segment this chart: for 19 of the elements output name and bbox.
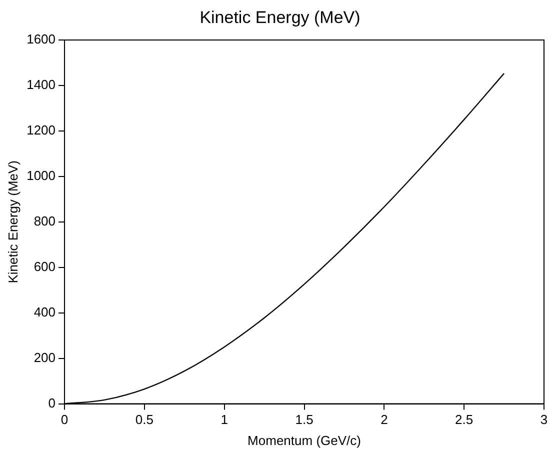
x-tick-label: 2 bbox=[380, 412, 388, 428]
x-tick-label: 3 bbox=[540, 412, 548, 428]
y-tick-label: 400 bbox=[34, 304, 56, 320]
y-tick-label: 1400 bbox=[26, 77, 56, 92]
chart-title: Kinetic Energy (MeV) bbox=[198, 8, 362, 28]
y-tick-label: 800 bbox=[34, 213, 56, 228]
y-tick-label: 600 bbox=[34, 258, 56, 274]
y-tick-label: 1000 bbox=[26, 168, 56, 184]
x-tick-label: 0.5 bbox=[135, 412, 154, 428]
x-tick-label: 2.5 bbox=[455, 412, 474, 428]
y-tick-label: 1200 bbox=[26, 122, 56, 138]
y-axis-title: Kinetic Energy (MeV) bbox=[5, 160, 20, 284]
x-tick-label: 1.5 bbox=[295, 412, 314, 428]
x-tick-label: 1 bbox=[220, 412, 228, 428]
x-axis-title: Momentum (GeV/c) bbox=[248, 432, 361, 448]
y-tick-label: 200 bbox=[34, 350, 56, 365]
y-tick-label: 1600 bbox=[26, 32, 56, 47]
y-tick-label: 0 bbox=[48, 395, 56, 410]
x-tick-label: 0 bbox=[60, 412, 68, 428]
